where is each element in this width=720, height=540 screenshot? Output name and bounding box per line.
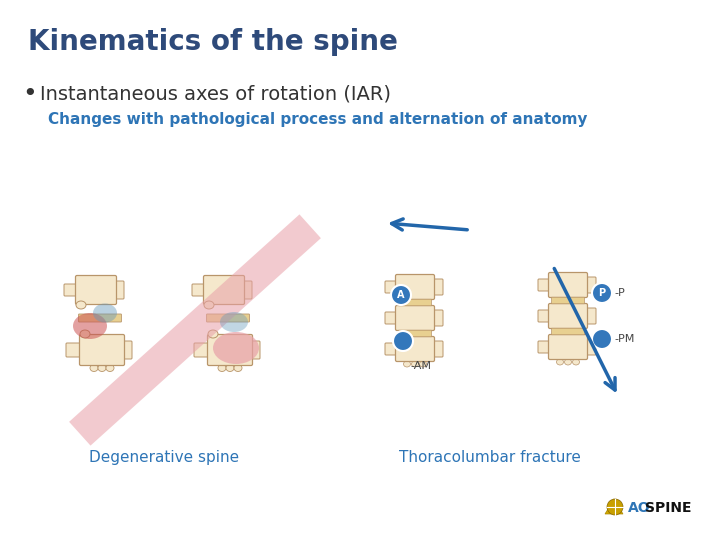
- Text: AO: AO: [628, 501, 651, 515]
- Ellipse shape: [420, 361, 426, 367]
- FancyBboxPatch shape: [207, 314, 249, 322]
- Ellipse shape: [98, 364, 106, 372]
- Text: A: A: [397, 290, 405, 300]
- FancyBboxPatch shape: [583, 339, 596, 355]
- Polygon shape: [605, 499, 623, 514]
- FancyBboxPatch shape: [120, 341, 132, 359]
- Ellipse shape: [557, 359, 564, 365]
- FancyBboxPatch shape: [194, 343, 212, 357]
- FancyBboxPatch shape: [385, 312, 400, 324]
- Text: Kinematics of the spine: Kinematics of the spine: [28, 28, 398, 56]
- Ellipse shape: [80, 330, 90, 338]
- FancyBboxPatch shape: [430, 310, 443, 326]
- Ellipse shape: [412, 361, 418, 367]
- FancyBboxPatch shape: [395, 336, 434, 361]
- Ellipse shape: [226, 364, 234, 372]
- Text: Changes with pathological process and alternation of anatomy: Changes with pathological process and al…: [48, 112, 588, 127]
- Circle shape: [592, 283, 612, 303]
- FancyBboxPatch shape: [552, 297, 585, 304]
- FancyBboxPatch shape: [549, 334, 588, 360]
- FancyBboxPatch shape: [79, 334, 125, 366]
- FancyBboxPatch shape: [538, 279, 553, 291]
- Circle shape: [393, 331, 413, 351]
- Ellipse shape: [204, 301, 214, 309]
- FancyBboxPatch shape: [583, 277, 596, 293]
- FancyBboxPatch shape: [549, 303, 588, 328]
- Ellipse shape: [73, 313, 107, 339]
- FancyBboxPatch shape: [395, 274, 434, 300]
- FancyBboxPatch shape: [112, 281, 124, 299]
- FancyBboxPatch shape: [385, 281, 400, 293]
- Ellipse shape: [564, 359, 572, 365]
- FancyBboxPatch shape: [66, 343, 84, 357]
- FancyBboxPatch shape: [76, 275, 117, 305]
- FancyBboxPatch shape: [385, 343, 400, 355]
- FancyBboxPatch shape: [248, 341, 260, 359]
- FancyBboxPatch shape: [78, 314, 122, 322]
- FancyBboxPatch shape: [395, 306, 434, 330]
- FancyBboxPatch shape: [583, 308, 596, 324]
- FancyBboxPatch shape: [192, 284, 208, 296]
- Ellipse shape: [572, 359, 580, 365]
- FancyBboxPatch shape: [398, 299, 431, 306]
- FancyBboxPatch shape: [538, 310, 553, 322]
- FancyBboxPatch shape: [207, 334, 253, 366]
- Text: -AM: -AM: [410, 361, 431, 371]
- Text: -PM: -PM: [614, 334, 634, 344]
- Bar: [69, 214, 321, 446]
- Text: Degenerative spine: Degenerative spine: [89, 450, 239, 465]
- Circle shape: [391, 285, 411, 305]
- FancyBboxPatch shape: [538, 341, 553, 353]
- FancyBboxPatch shape: [549, 273, 588, 298]
- FancyBboxPatch shape: [64, 284, 80, 296]
- Text: P: P: [598, 288, 606, 298]
- Ellipse shape: [234, 364, 242, 372]
- Ellipse shape: [106, 364, 114, 372]
- Ellipse shape: [93, 303, 117, 322]
- Text: -P: -P: [614, 288, 625, 298]
- FancyBboxPatch shape: [552, 328, 585, 335]
- FancyBboxPatch shape: [240, 281, 252, 299]
- FancyBboxPatch shape: [430, 279, 443, 295]
- Circle shape: [592, 329, 612, 349]
- Ellipse shape: [218, 364, 226, 372]
- Text: Instantaneous axes of rotation (IAR): Instantaneous axes of rotation (IAR): [40, 84, 391, 103]
- Ellipse shape: [76, 301, 86, 309]
- Ellipse shape: [403, 361, 410, 367]
- Text: SPINE: SPINE: [645, 501, 691, 515]
- Ellipse shape: [213, 332, 259, 364]
- Text: •: •: [22, 82, 37, 106]
- Ellipse shape: [208, 330, 218, 338]
- FancyBboxPatch shape: [430, 341, 443, 357]
- Text: Thoracolumbar fracture: Thoracolumbar fracture: [399, 450, 581, 465]
- Circle shape: [607, 499, 623, 515]
- FancyBboxPatch shape: [204, 275, 245, 305]
- Ellipse shape: [220, 312, 248, 332]
- FancyBboxPatch shape: [398, 330, 431, 337]
- Ellipse shape: [90, 364, 98, 372]
